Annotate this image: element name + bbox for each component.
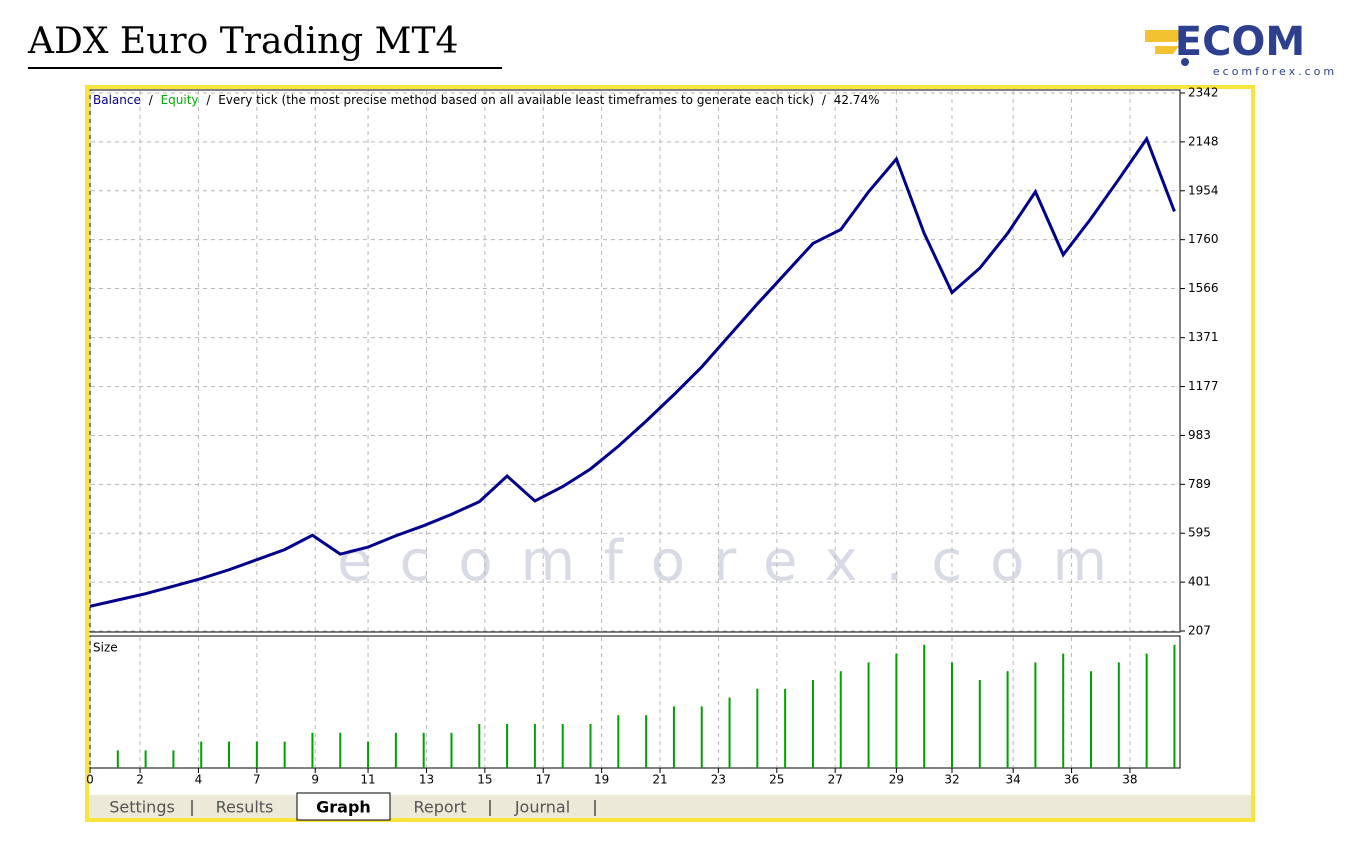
y-tick-label: 1177	[1188, 379, 1219, 393]
x-tick-label: 17	[536, 773, 551, 787]
size-bar	[144, 750, 147, 768]
size-bar	[311, 732, 314, 768]
x-tick-label: 19	[594, 773, 609, 787]
tabs: Settings Results Graph Report Journal	[109, 792, 596, 821]
size-bar	[533, 724, 536, 768]
y-tick-label: 2342	[1188, 86, 1219, 100]
y-tick-label: 983	[1188, 428, 1211, 442]
size-bar	[1145, 653, 1148, 768]
size-title: Size	[93, 641, 118, 655]
logo: ECOM ecomforex.com	[1145, 19, 1337, 78]
size-bar	[228, 741, 231, 768]
quality: 42.74%	[834, 93, 880, 107]
legend-equity: Equity	[161, 93, 199, 107]
size-bar	[672, 706, 675, 768]
size-bar	[811, 680, 814, 768]
size-bar	[589, 724, 592, 768]
size-bar	[116, 750, 119, 768]
logo-site: ecomforex.com	[1213, 65, 1337, 78]
x-tick-label: 36	[1064, 773, 1079, 787]
x-tick-label: 0	[86, 773, 94, 787]
size-bar	[478, 724, 481, 768]
size-bar	[895, 653, 898, 768]
y-tick-label: 207	[1188, 624, 1211, 638]
size-bar	[645, 715, 648, 768]
watermark: ecomforex.com	[337, 529, 1135, 594]
description: Every tick (the most precise method base…	[218, 93, 814, 107]
x-tick-label: 13	[419, 773, 434, 787]
size-bar	[506, 724, 509, 768]
size-bar	[867, 662, 870, 768]
main-plot	[89, 89, 1181, 633]
separator: /	[206, 93, 211, 107]
y-tick-label: 595	[1188, 526, 1211, 540]
legend-balance: Balance	[93, 93, 141, 107]
size-bar	[839, 671, 842, 768]
size-bar	[422, 732, 425, 768]
size-bar	[1173, 644, 1176, 768]
x-tick-label: 34	[1006, 773, 1021, 787]
tab[interactable]: Results	[216, 798, 274, 817]
x-tick-label: 11	[360, 773, 375, 787]
x-tick-label: 21	[652, 773, 667, 787]
size-bar	[1117, 662, 1120, 768]
x-tick-label: 29	[889, 773, 904, 787]
x-tick-label: 32	[944, 773, 959, 787]
size-plot	[89, 635, 1181, 769]
x-tick-label: 9	[311, 773, 319, 787]
x-tick-label: 38	[1122, 773, 1137, 787]
x-tick-label: 23	[711, 773, 726, 787]
size-bar	[923, 644, 926, 768]
x-tick-label: 27	[828, 773, 843, 787]
x-tick-label: 4	[195, 773, 203, 787]
size-bar	[978, 680, 981, 768]
size-bar	[450, 732, 453, 768]
tab[interactable]: Settings	[109, 798, 175, 817]
y-tick-label: 2148	[1188, 134, 1219, 148]
size-bar	[728, 697, 731, 768]
logo-mark: ECOM	[1175, 19, 1306, 65]
size-bar	[617, 715, 620, 768]
page-title: ADX Euro Trading MT4	[27, 21, 458, 62]
size-bar	[172, 750, 175, 768]
y-tick-label: 1954	[1188, 183, 1219, 197]
size-bar	[255, 741, 258, 768]
x-tick-label: 15	[477, 773, 492, 787]
y-tick-label: 1371	[1188, 330, 1219, 344]
size-bar	[367, 741, 370, 768]
balance-line	[89, 135, 1176, 608]
y-tick-label: 401	[1188, 575, 1211, 589]
size-bar	[394, 732, 397, 768]
size-bar	[200, 741, 203, 768]
tab[interactable]: Report	[413, 798, 466, 817]
y-tick-label: 1760	[1188, 232, 1219, 246]
chart-header: Balance / Equity / Every tick (the most …	[93, 93, 879, 107]
size-bar	[700, 706, 703, 768]
tab[interactable]: Graph	[316, 798, 371, 817]
size-bar	[950, 662, 953, 768]
size-bar	[1062, 653, 1065, 768]
plots: 0 2 4 7 9 11 13 15 17 19 21 23 25 27 29 32 34 36 38 207 401 5…	[86, 86, 1218, 787]
size-bar	[339, 732, 342, 768]
size-bar	[756, 688, 759, 768]
x-tick-label: 25	[769, 773, 784, 787]
size-bar	[784, 688, 787, 768]
x-tick-label: 7	[253, 773, 261, 787]
separator: /	[149, 93, 154, 107]
tab[interactable]: Journal	[514, 798, 570, 817]
size-bar	[283, 741, 286, 768]
x-tick-label: 2	[136, 773, 144, 787]
size-bar	[1090, 671, 1093, 768]
size-bar	[561, 724, 564, 768]
y-tick-label: 789	[1188, 477, 1211, 491]
separator: /	[822, 93, 827, 107]
y-tick-label: 1566	[1188, 281, 1219, 295]
tab-active	[296, 792, 391, 821]
size-bar	[1034, 662, 1037, 768]
size-bar	[1006, 671, 1009, 768]
